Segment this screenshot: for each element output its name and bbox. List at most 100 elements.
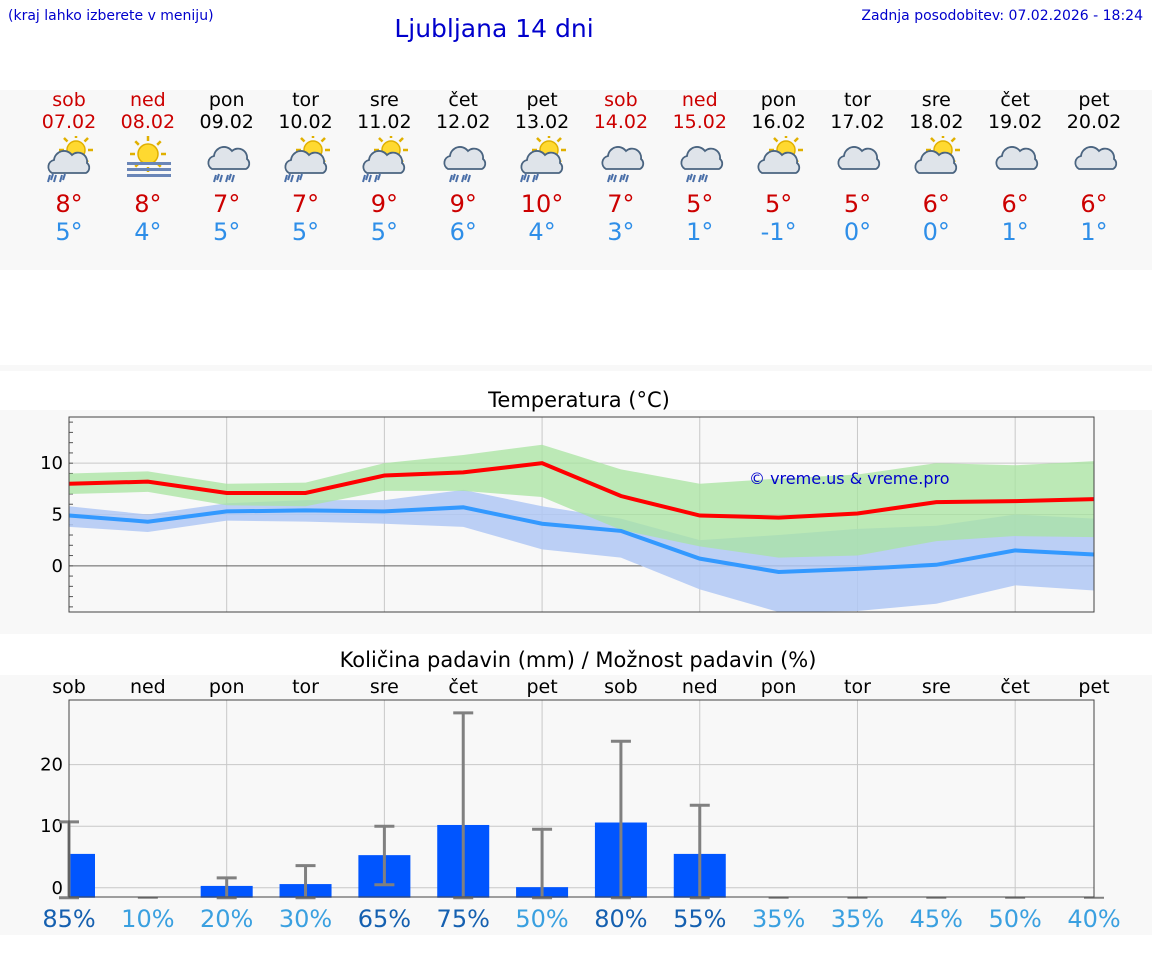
- y-tick-label: 10: [40, 816, 63, 837]
- precipitation-probability: 45%: [910, 905, 963, 933]
- precipitation-probability: 55%: [673, 905, 726, 933]
- day-column: ned 15.02 5° 1°: [655, 89, 745, 246]
- watermark: © vreme.us & vreme.pro: [749, 469, 950, 488]
- min-temperature: 3°: [607, 218, 635, 246]
- min-temperature: 5°: [55, 218, 83, 246]
- separator-band: [0, 365, 1152, 371]
- day-name: sre: [369, 89, 399, 111]
- chart-title: Količina padavin (mm) / Možnost padavin …: [340, 648, 817, 672]
- day-column: sob 14.02 7° 3°: [576, 89, 666, 246]
- max-temperature: 6°: [922, 190, 950, 218]
- day-column: pon 16.02 5° -1°: [734, 89, 824, 246]
- cloud-rain-icon: [673, 136, 727, 186]
- day-name: ned: [129, 89, 166, 111]
- max-temperature: 7°: [291, 190, 320, 218]
- max-temperature: 7°: [213, 190, 241, 218]
- sun-cloud-rain-icon: [279, 133, 333, 186]
- day-name: pet: [1078, 89, 1110, 111]
- daily-forecast-band: [0, 90, 1152, 270]
- precipitation-chart: Količina padavin (mm) / Možnost padavin …: [40, 648, 1121, 933]
- y-tick-label: 20: [40, 755, 63, 776]
- day-name: pon: [208, 89, 245, 111]
- precipitation-probability: 75%: [437, 905, 490, 933]
- max-temperature-line: [68, 461, 1095, 520]
- cloud-icon: [1067, 136, 1121, 186]
- precipitation-probability: 35%: [831, 905, 884, 933]
- max-temperature: 9°: [370, 190, 399, 218]
- min-temperature: 5°: [370, 218, 399, 246]
- max-temperature: 5°: [686, 190, 714, 218]
- day-date: 12.02: [436, 111, 491, 133]
- precipitation-probability: 50%: [515, 905, 568, 933]
- min-temperature: 1°: [686, 218, 714, 246]
- day-column: čet 19.02 6° 1°: [970, 89, 1060, 246]
- max-temperature: 6°: [1080, 190, 1108, 218]
- day-label: tor: [292, 676, 319, 698]
- min-temperature: 5°: [213, 218, 241, 246]
- cloud-rain-icon: [200, 136, 254, 186]
- max-temperature-band: [69, 444, 1094, 558]
- max-temperature: 6°: [1001, 190, 1029, 218]
- precipitation-bar: [69, 853, 95, 898]
- plot-area: [69, 700, 1094, 897]
- last-update: Zadnja posodobitev: 07.02.2026 - 18:24: [861, 8, 1143, 24]
- sun-cloud-icon: [752, 133, 806, 186]
- day-column: tor 10.02 7° 5°: [261, 89, 351, 246]
- day-label: čet: [1000, 676, 1030, 698]
- day-date: 08.02: [120, 111, 176, 133]
- day-name: sre: [921, 89, 951, 111]
- day-date: 13.02: [514, 111, 570, 133]
- day-date: 20.02: [1066, 111, 1122, 133]
- min-temperature: 0°: [922, 218, 950, 246]
- day-name: pet: [526, 89, 558, 111]
- location-hint: (kraj lahko izberete v meniju): [8, 8, 214, 24]
- day-column: pon 09.02 7° 5°: [182, 89, 272, 246]
- max-temperature: 8°: [134, 190, 162, 218]
- day-column: sre 18.02 6° 0°: [891, 89, 981, 246]
- temperature-chart: Temperatura (°C) 0 5 10 © vreme.us & vreme.p…: [40, 388, 1095, 613]
- day-date: 19.02: [987, 111, 1043, 133]
- sun-cloud-rain-icon: [42, 133, 96, 186]
- day-label: sre: [922, 676, 951, 698]
- day-column: sre 11.02 9° 5°: [339, 89, 429, 246]
- day-name: sob: [52, 89, 86, 111]
- precipitation-probability: 35%: [752, 905, 805, 933]
- y-tick-label: 10: [40, 453, 63, 474]
- day-label: pon: [209, 676, 245, 698]
- max-temperature: 9°: [449, 190, 477, 218]
- min-temperature: 1°: [1080, 218, 1108, 246]
- max-temperature: 5°: [843, 190, 872, 218]
- precipitation-probability: 40%: [1067, 905, 1120, 933]
- day-name: ned: [681, 89, 718, 111]
- day-date: 14.02: [593, 111, 649, 133]
- day-date: 10.02: [278, 111, 333, 133]
- min-temperature: 6°: [449, 218, 477, 246]
- min-temperature-line: [68, 505, 1095, 574]
- day-name: čet: [1000, 89, 1030, 111]
- min-temperature: 5°: [291, 218, 320, 246]
- sun-cloud-icon: [909, 133, 963, 186]
- plot-frame: [68, 699, 1095, 898]
- day-label: ned: [130, 676, 166, 698]
- day-name: tor: [844, 89, 871, 111]
- day-label: čet: [448, 676, 478, 698]
- y-tick-label: 5: [52, 505, 63, 526]
- precipitation-probability: 50%: [988, 905, 1041, 933]
- precipitation-probability: 20%: [200, 905, 253, 933]
- chart-title: Temperatura (°C): [487, 388, 670, 412]
- day-label: sob: [52, 676, 86, 698]
- precipitation-probability: 10%: [121, 905, 174, 933]
- day-date: 16.02: [751, 111, 806, 133]
- plot-frame: [68, 416, 1095, 613]
- sun-cloud-rain-icon: [357, 133, 411, 186]
- day-column: čet 12.02 9° 6°: [418, 89, 508, 246]
- min-temperature: 4°: [528, 218, 556, 246]
- precipitation-probability: 30%: [279, 905, 332, 933]
- day-date: 11.02: [357, 111, 412, 133]
- min-temperature: 0°: [843, 218, 872, 246]
- max-temperature: 7°: [607, 190, 635, 218]
- day-date: 09.02: [199, 111, 254, 133]
- day-date: 18.02: [909, 111, 964, 133]
- cloud-rain-icon: [594, 136, 648, 186]
- day-label: pet: [526, 676, 557, 698]
